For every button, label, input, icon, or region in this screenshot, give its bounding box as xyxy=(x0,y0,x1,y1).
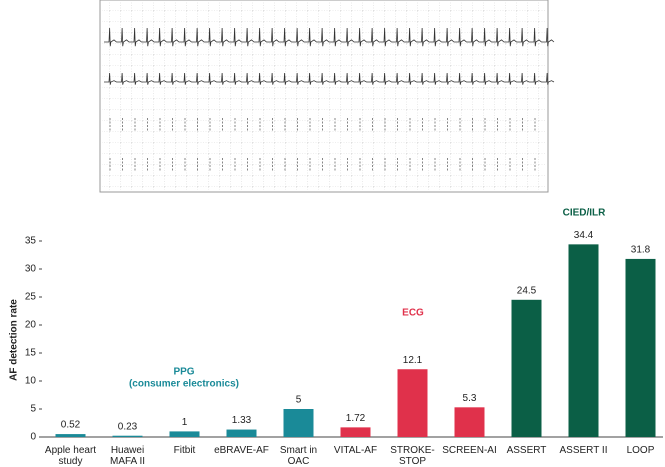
value-label: 1 xyxy=(182,417,188,428)
x-tick-label: ASSERT II xyxy=(554,445,614,456)
group-annotation: CIED/ILR xyxy=(563,208,607,219)
y-tick-label: 10 xyxy=(25,376,37,387)
x-tick-label: ASSERT xyxy=(497,445,557,456)
x-tick-label: Fitbit xyxy=(155,445,215,456)
y-axis-label: AF detection rate xyxy=(9,299,20,381)
group-annotation: PPG xyxy=(173,367,194,378)
bar xyxy=(398,369,428,437)
bar xyxy=(341,427,371,437)
value-label: 0.52 xyxy=(61,420,81,431)
y-tick-label: 30 xyxy=(25,264,37,275)
y-tick-label: 35 xyxy=(25,236,37,247)
bar xyxy=(170,431,200,437)
bar xyxy=(284,409,314,437)
bar xyxy=(227,430,257,437)
y-tick-label: 5 xyxy=(30,404,36,415)
x-tick-label: VITAL-AF xyxy=(326,445,386,456)
value-label: 5 xyxy=(296,395,302,406)
bar xyxy=(113,436,143,437)
bar xyxy=(455,407,485,437)
chart: AF detection rate 051015202530350.520.23… xyxy=(0,0,665,464)
x-tick-label: SCREEN-AI xyxy=(440,445,500,456)
bar xyxy=(569,244,599,437)
value-label: 34.4 xyxy=(574,230,594,241)
ecg-strip xyxy=(100,0,554,192)
x-tick-label: LOOP xyxy=(611,445,665,456)
group-annotation: (consumer electronics) xyxy=(129,379,239,390)
value-label: 12.1 xyxy=(403,355,423,366)
y-tick-label: 15 xyxy=(25,348,37,359)
bar xyxy=(626,259,656,437)
y-tick-label: 25 xyxy=(25,292,37,303)
value-label: 5.3 xyxy=(463,393,477,404)
value-label: 1.33 xyxy=(232,415,252,426)
bar xyxy=(512,300,542,437)
y-tick-label: 0 xyxy=(30,432,36,443)
value-label: 24.5 xyxy=(517,285,537,296)
group-annotation: ECG xyxy=(402,308,424,319)
bar xyxy=(56,434,86,437)
ecg-grid xyxy=(102,2,546,190)
x-tick-label: eBRAVE-AF xyxy=(212,445,272,456)
value-label: 31.8 xyxy=(631,245,651,256)
y-tick-label: 20 xyxy=(25,320,37,331)
value-label: 0.23 xyxy=(118,421,138,432)
value-label: 1.72 xyxy=(346,413,366,424)
page: AF detection rate 051015202530350.520.23… xyxy=(0,0,665,464)
